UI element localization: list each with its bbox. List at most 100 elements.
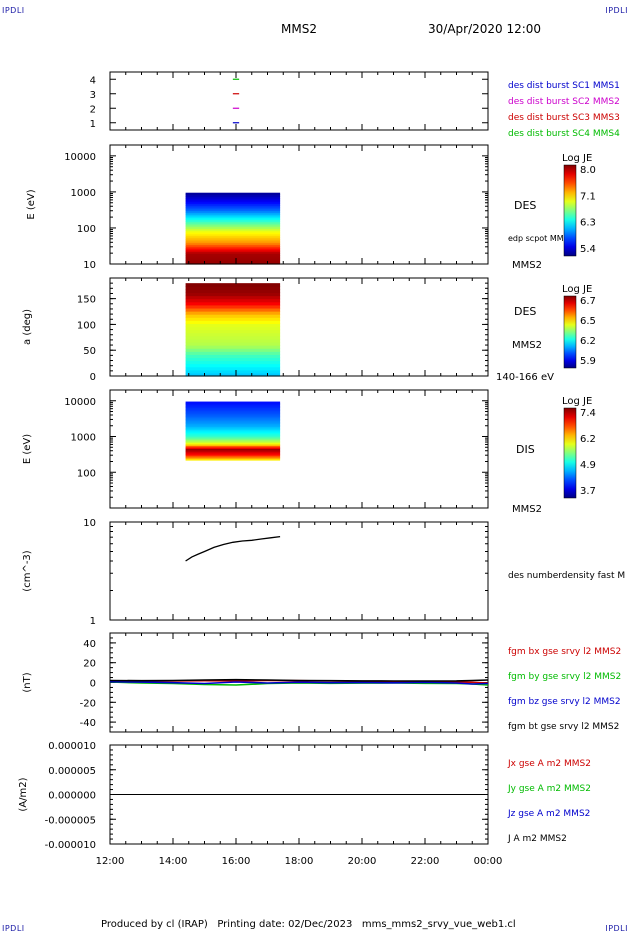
current-legend-entry: Jy gse A m2 MMS2 (507, 784, 591, 794)
density-ylabel: (cm^-3) (22, 550, 33, 591)
des-pitch-cell (185, 286, 281, 290)
des-energy-cell (185, 233, 281, 237)
dis-energy-panel (109, 389, 489, 509)
des-energy-cell (185, 260, 281, 263)
des-energy-cell (185, 196, 281, 199)
dis-energy-instrument-label: DIS (516, 443, 535, 456)
des-pitch-cell (185, 354, 281, 359)
dis-energy-panel-ytick-label: 100 (77, 468, 96, 479)
des-energy-colorbar-title: Log JE (562, 153, 592, 164)
availability-legend-entry: des dist burst SC2 MMS2 (508, 97, 620, 107)
des-energy-cell (185, 244, 281, 247)
dis-energy-cell (185, 410, 281, 413)
bfield-panel-ytick-label: 20 (83, 659, 96, 670)
current-ylabel: (A/m2) (18, 777, 29, 811)
density-panel-ytick-label: 1 (90, 616, 96, 627)
dis-energy-cell (185, 429, 281, 432)
dis-energy-cell (185, 416, 281, 419)
corner-tag-top-left: IPDLI (2, 6, 25, 15)
current-panel-ytick-label: -0.000005 (45, 815, 96, 826)
spacecraft-title: MMS2 (281, 22, 317, 36)
des-pitch-cell (185, 307, 281, 312)
bfield-panel-ytick-label: -40 (80, 718, 96, 729)
des-pitch-cell (185, 338, 281, 343)
dis-energy-cell (185, 422, 281, 425)
des-energy-cell (185, 230, 281, 233)
time-axis-label: 20:00 (348, 856, 377, 867)
time-axis-label: 22:00 (411, 856, 440, 867)
availability-panel-ytick-label: 1 (90, 119, 96, 130)
des-energy-colorbar-tick-label: 7.1 (580, 191, 596, 202)
des-pitch-cell (185, 348, 281, 352)
des-energy-cell (185, 192, 281, 196)
des-energy-cell (185, 221, 281, 224)
bfield-legend-entry: fgm bt gse srvy l2 MMS2 (508, 722, 619, 732)
dis-energy-cell (185, 433, 281, 436)
des-energy-ylabel: E (eV) (26, 189, 37, 219)
dis-energy-cell (185, 419, 281, 422)
des-energy-cell (185, 240, 281, 244)
dis-energy-cell (185, 451, 281, 454)
current-legend-entry: Jz gse A m2 MMS2 (507, 809, 590, 819)
des-energy-cell (185, 246, 281, 249)
availability-panel-ytick-label: 4 (90, 75, 96, 86)
des-pitch-cell (185, 314, 281, 318)
dis-energy-cell (185, 411, 281, 414)
des-pitch-cell (185, 351, 281, 355)
des-pitch-cell (185, 317, 281, 321)
des-energy-cell (185, 199, 281, 203)
availability-legend-entry: des dist burst SC1 MMS1 (508, 81, 620, 91)
des-pitch-cell (185, 326, 281, 331)
current-panel-ytick-label: 0.000010 (48, 741, 96, 752)
des-energy-cell (185, 215, 281, 219)
dis-energy-cell (185, 426, 281, 429)
des-energy-panel (109, 144, 489, 265)
dis-energy-cell (185, 449, 281, 452)
des-energy-cell (185, 210, 281, 213)
bfield-line-3 (109, 680, 489, 685)
des-energy-scpot-label: edp scpot MMS2 (508, 234, 574, 243)
dis-energy-cell (185, 457, 281, 460)
des-energy-cell (185, 237, 281, 240)
des-pitch-colorbar-tick-label: 5.9 (580, 356, 596, 367)
dis-energy-cell (185, 455, 281, 458)
des-energy-cell (185, 235, 281, 238)
dis-energy-cell (185, 404, 281, 407)
dis-energy-cell (185, 423, 281, 426)
corner-tag-bottom-right: IPDLI (605, 924, 628, 933)
des-pitch-panel-ytick-label: 150 (77, 295, 96, 306)
des-pitch-colorbar-tick-label: 6.2 (580, 336, 596, 347)
des-pitch-cell (185, 363, 281, 368)
des-energy-cell (185, 242, 281, 245)
des-energy-cell (185, 226, 281, 229)
dis-energy-cell (185, 413, 281, 416)
dis-energy-cell (185, 441, 281, 444)
des-pitch-colorbar-title: Log JE (562, 284, 592, 295)
des-pitch-panel-ytick-label: 0 (90, 372, 96, 383)
corner-tag-top-right: IPDLI (605, 6, 628, 15)
des-pitch-panel-ytick-label: 100 (77, 320, 96, 331)
des-pitch-cell (185, 341, 281, 346)
dis-energy-cell (185, 436, 281, 439)
des-energy-cell (185, 224, 281, 228)
des-pitch-energy-range: 140-166 eV (496, 372, 554, 383)
dis-energy-cell (185, 420, 281, 423)
des-energy-cell (185, 239, 281, 242)
des-energy-panel-ytick-label: 1000 (71, 188, 96, 199)
des-pitch-panel (109, 277, 489, 377)
dis-energy-colorbar-tick-label: 6.2 (580, 434, 596, 445)
des-energy-cell (185, 206, 281, 210)
des-energy-cell (185, 212, 281, 215)
des-pitch-cell (185, 304, 281, 309)
des-energy-spacecraft-label: MMS2 (512, 260, 542, 271)
des-energy-cell (185, 231, 281, 235)
dis-energy-cell (185, 445, 281, 448)
bfield-legend-entry: fgm by gse srvy l2 MMS2 (508, 672, 621, 682)
dis-energy-panel-ytick-label: 10000 (64, 397, 96, 408)
dis-energy-cell (185, 454, 281, 457)
time-axis-label: 00:00 (474, 856, 503, 867)
des-energy-cell (185, 258, 281, 262)
des-energy-cell (185, 249, 281, 253)
dis-energy-spacecraft-label: MMS2 (512, 504, 542, 515)
